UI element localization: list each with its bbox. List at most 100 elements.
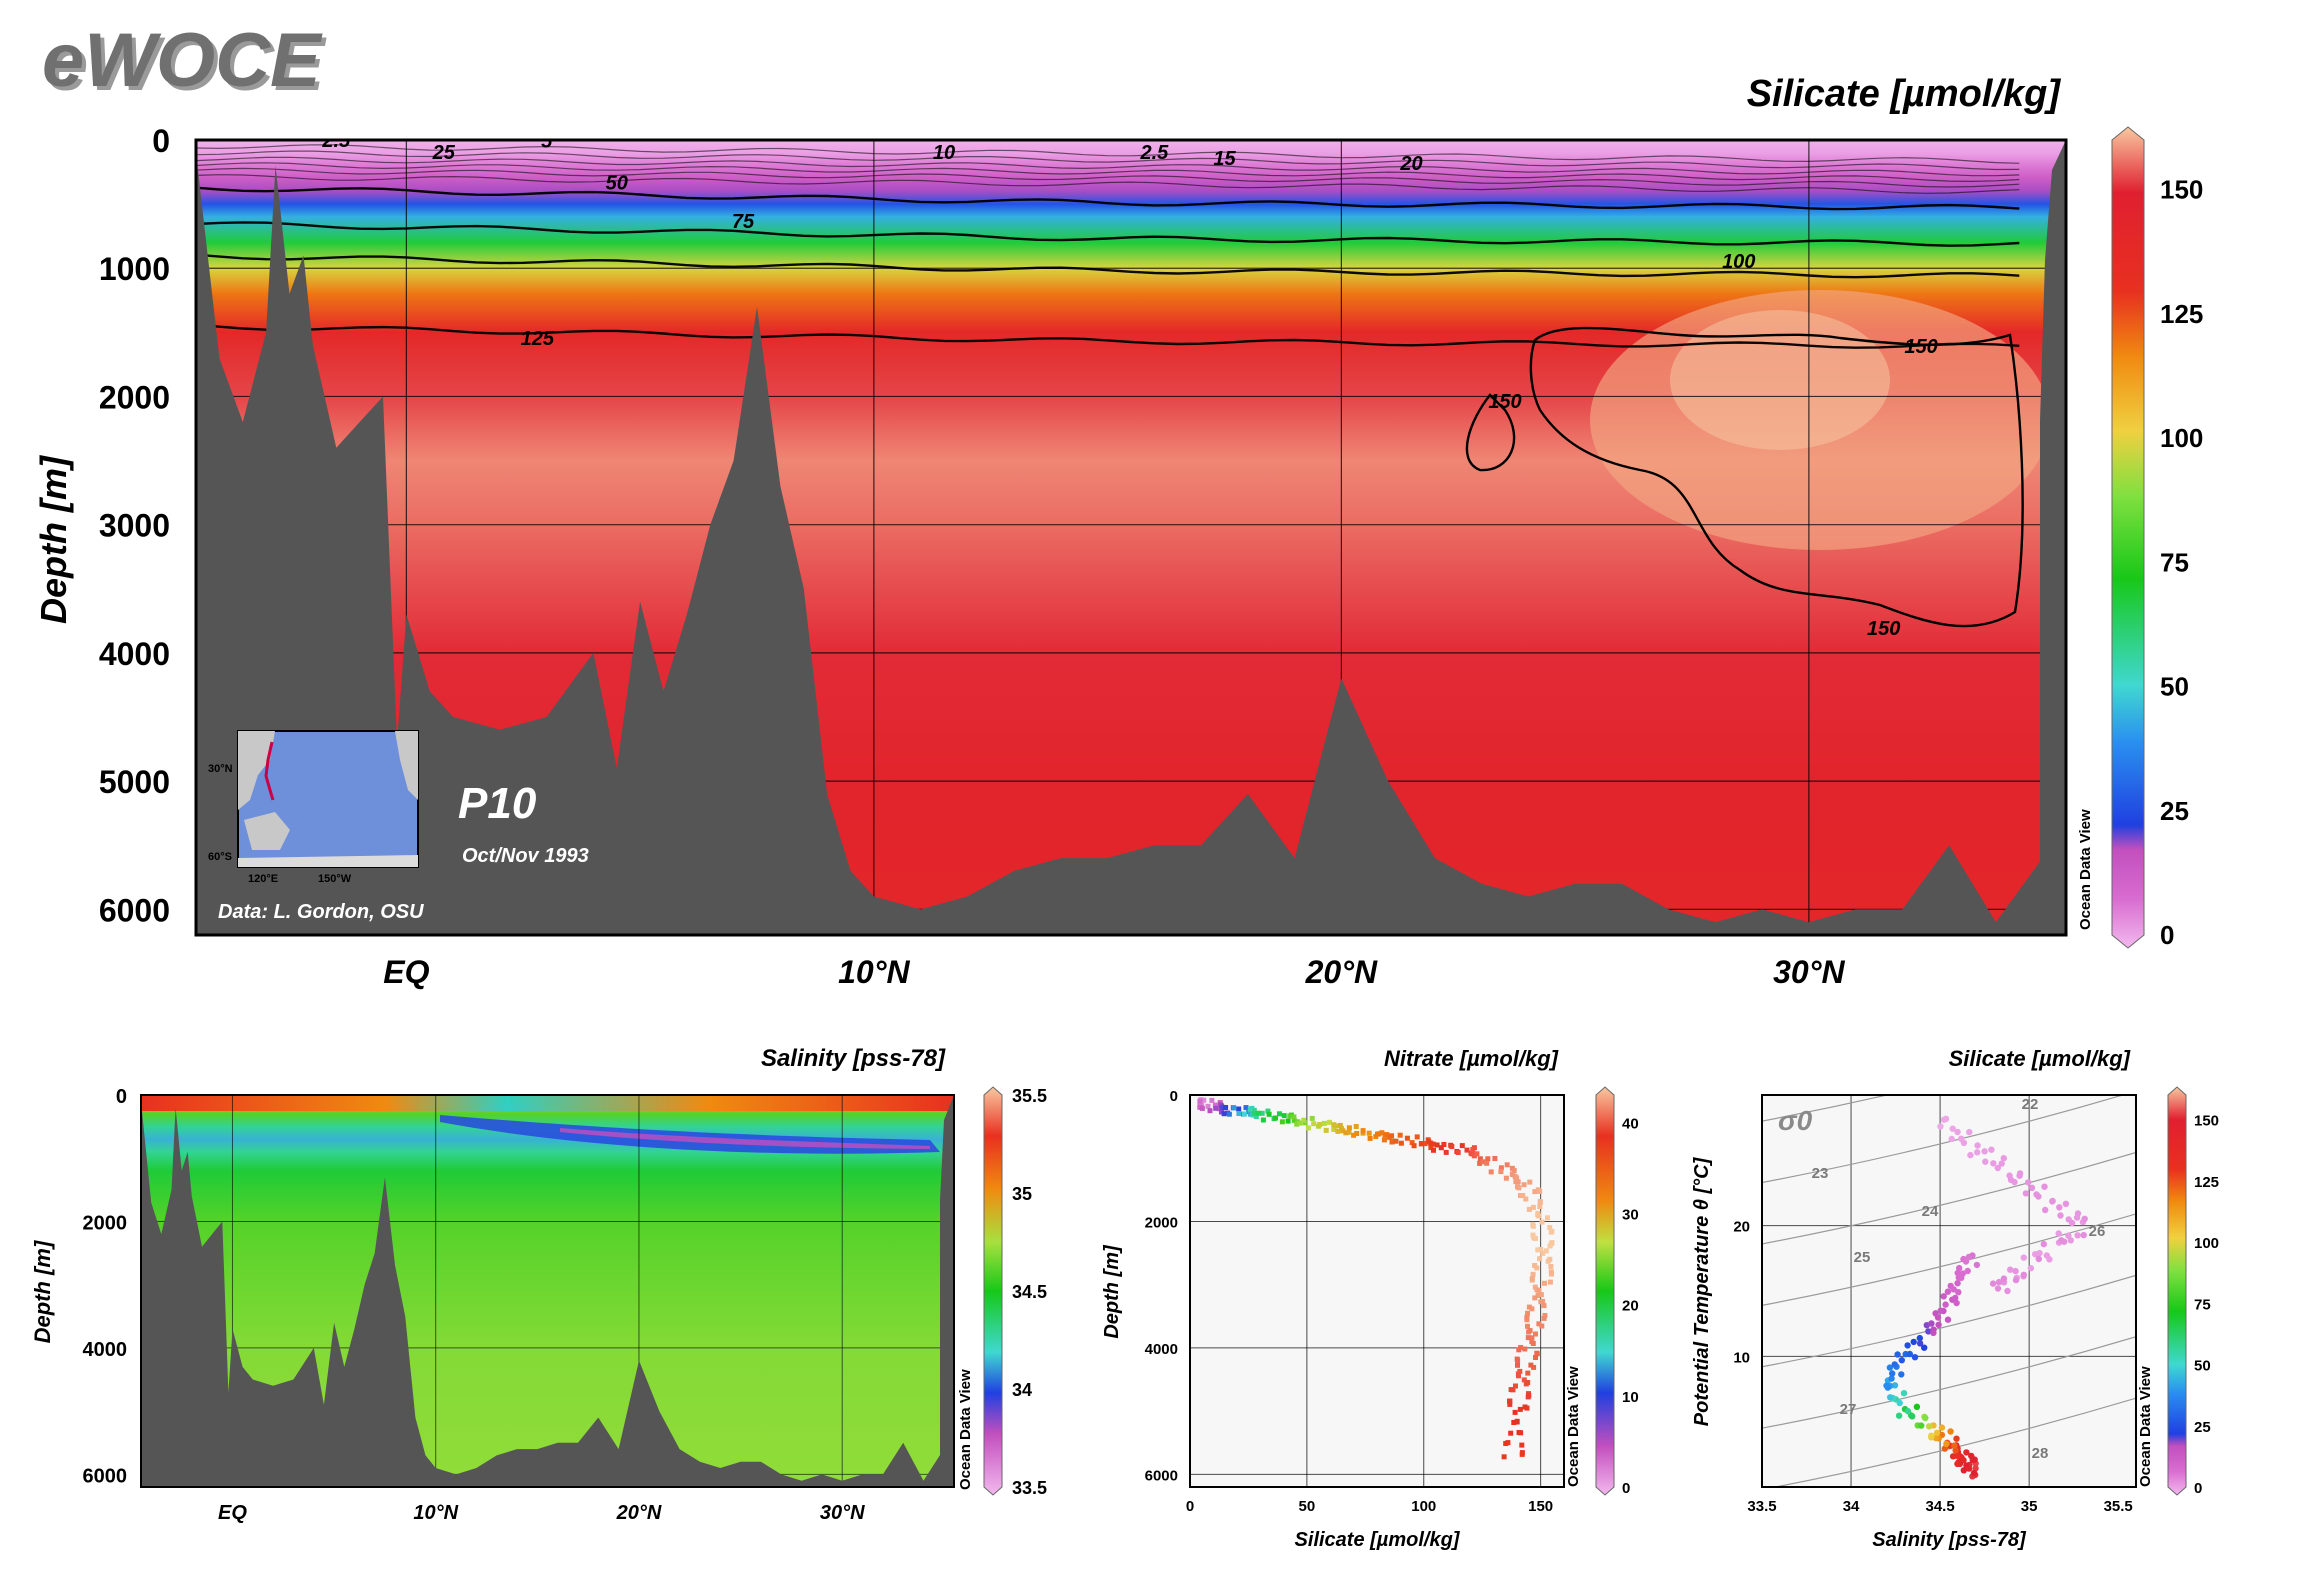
nitrate-data-point: [1375, 1131, 1380, 1137]
salinity-x-tick: 30°N: [820, 1502, 865, 1524]
nitrate-data-point: [1536, 1288, 1542, 1293]
ts-data-point: [2028, 1184, 2036, 1192]
contour-line-150: [1529, 326, 2024, 628]
salinity-panel: Salinity [pss-78] 0 2000 4000 6000 EQ 10°N 20…: [30, 1045, 1047, 1524]
main-colorbar-ticks: 0 25 50 75 100 125 150: [2160, 175, 2203, 950]
nitrate-data-point: [1207, 1108, 1213, 1114]
nitrate-colorbar-tick: 10: [1622, 1389, 1639, 1406]
nitrate-data-point: [1531, 1364, 1537, 1370]
nitrate-data-point: [1273, 1115, 1278, 1121]
contour-label: 15: [1213, 148, 1236, 170]
nitrate-data-point: [1540, 1298, 1546, 1304]
nitrate-data-point: [1515, 1179, 1521, 1185]
ts-data-point: [1995, 1278, 2003, 1286]
isopycnal-label: 22: [2022, 1096, 2039, 1113]
nitrate-data-point: [1441, 1142, 1447, 1147]
inset-map: 30°N 60°S 120°E 150°W: [208, 730, 419, 885]
nitrate-data-point: [1480, 1159, 1486, 1165]
ts-y-tick: 10: [1733, 1349, 1750, 1366]
nitrate-data-point: [1297, 1120, 1303, 1126]
nitrate-data-point: [1525, 1380, 1531, 1385]
nitrate-data-point: [1522, 1404, 1528, 1410]
isopycnal-line-28: [1772, 1397, 2136, 1487]
main-right-wall: [2040, 140, 2066, 935]
nitrate-data-point: [1331, 1122, 1337, 1128]
ts-data-point: [1994, 1285, 2002, 1292]
ts-data-point: [1970, 1469, 1978, 1477]
nitrate-data-point: [1414, 1134, 1420, 1140]
contour-line-2.5: [196, 144, 2020, 164]
nitrate-data-point: [1519, 1442, 1525, 1448]
main-colorbar-tick: 75: [2160, 547, 2189, 577]
ts-data-point: [1960, 1139, 1968, 1147]
nitrate-x-tick: 0: [1186, 1498, 1194, 1515]
nitrate-data-point: [1265, 1108, 1271, 1114]
ts-colorbar-ticks: 0 25 50 75 100 125 150: [2194, 1113, 2219, 1498]
ts-data-point: [2042, 1206, 2049, 1214]
isopycnal-line-27: [1762, 1336, 2136, 1429]
nitrate-data-point: [1255, 1110, 1261, 1116]
main-contours: 2.5 5 25 10 2.5 15 20 50 75 100 125 150 150 150: [196, 140, 2024, 640]
ts-colorbar-tick: 75: [2194, 1296, 2211, 1313]
nitrate-y-tick: 2000: [1145, 1214, 1178, 1231]
nitrate-data-point: [1509, 1171, 1515, 1177]
nitrate-data-point: [1507, 1398, 1512, 1404]
nitrate-data-point: [1541, 1315, 1547, 1321]
ts-x-axis: 33.5 34 34.5 35 35.5: [1747, 1498, 2132, 1515]
nitrate-data-point: [1529, 1335, 1535, 1341]
main-y-tick: 6000: [99, 892, 170, 928]
nitrate-data-point: [1260, 1117, 1266, 1123]
nitrate-grid: [1190, 1095, 1564, 1487]
nitrate-data-point: [1488, 1169, 1494, 1175]
nitrate-data-point: [1504, 1162, 1510, 1168]
nitrate-data-point: [1536, 1321, 1542, 1327]
salinity-surface-band: [141, 1095, 954, 1111]
ts-data-point: [1937, 1123, 1944, 1130]
nitrate-data-point: [1346, 1125, 1352, 1131]
isopycnal-label: 23: [1812, 1165, 1829, 1182]
main-frame: [194, 138, 2068, 937]
nitrate-points: [1197, 1097, 1555, 1460]
nitrate-data-point: [1422, 1141, 1428, 1147]
contour-label: 150: [1904, 336, 1937, 358]
main-colorbar-tick: 125: [2160, 299, 2203, 329]
nitrate-data-point: [1285, 1118, 1291, 1124]
ts-data-point: [1950, 1286, 1957, 1293]
nitrate-ylabel: Depth [m]: [1101, 1244, 1123, 1339]
nitrate-data-point: [1351, 1132, 1357, 1138]
ts-data-point: [1888, 1375, 1895, 1382]
inset-map-label-150w: 150°W: [318, 873, 352, 885]
ts-data-point: [2080, 1231, 2087, 1239]
nitrate-y-tick: 4000: [1145, 1341, 1178, 1358]
isopycnal-line-23: [1762, 1095, 2125, 1184]
data-credit: Data: L. Gordon, OSU: [218, 901, 424, 923]
nitrate-data-point: [1477, 1156, 1483, 1162]
nitrate-x-tick: 50: [1299, 1498, 1316, 1515]
inset-map-label-30n: 30°N: [208, 763, 233, 775]
salinity-x-axis: EQ 10°N 20°N 30°N: [218, 1502, 865, 1524]
nitrate-xlabel: Silicate [µmol/kg]: [1295, 1529, 1461, 1551]
ts-data-point: [2000, 1155, 2008, 1162]
nitrate-data-point: [1525, 1335, 1531, 1341]
isopycnal-label: 27: [1840, 1401, 1857, 1418]
contour-line-15: [196, 162, 2020, 183]
ts-data-point: [2027, 1265, 2035, 1272]
nitrate-data-point: [1530, 1204, 1536, 1210]
nitrate-data-point: [1337, 1122, 1343, 1128]
ts-data-point: [1988, 1146, 1995, 1153]
nitrate-data-point: [1474, 1151, 1480, 1157]
nitrate-data-point: [1516, 1373, 1521, 1379]
ts-data-point: [1926, 1423, 1933, 1430]
nitrate-data-point: [1247, 1106, 1253, 1112]
ts-data-point: [1952, 1447, 1959, 1454]
isopycnal-label: 24: [1922, 1203, 1939, 1220]
ts-y-tick: 20: [1733, 1219, 1750, 1236]
nitrate-data-point: [1513, 1383, 1518, 1389]
ts-data-point: [1965, 1253, 1973, 1261]
nitrate-data-point: [1311, 1121, 1317, 1127]
nitrate-data-point: [1367, 1135, 1373, 1141]
ts-data-point: [1889, 1370, 1896, 1377]
ts-colorbar: [2167, 1086, 2187, 1496]
ts-data-point: [1898, 1357, 1906, 1364]
ts-data-point: [2081, 1215, 2088, 1223]
